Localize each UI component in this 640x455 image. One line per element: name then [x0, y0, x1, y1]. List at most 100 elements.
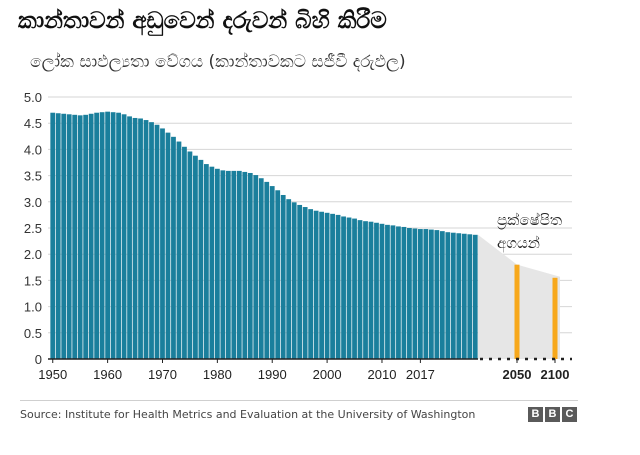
- historical-bar: [456, 233, 462, 359]
- historical-bar: [450, 232, 456, 359]
- x-tick-label: 1950: [38, 367, 67, 382]
- historical-bar: [209, 166, 215, 359]
- historical-bar: [231, 170, 237, 359]
- historical-bar: [439, 231, 445, 359]
- historical-bar: [330, 213, 335, 359]
- historical-bar: [385, 224, 390, 359]
- historical-bar: [275, 190, 281, 359]
- historical-bar: [149, 122, 154, 359]
- y-tick-label: 3.0: [24, 195, 42, 210]
- historical-bar: [171, 136, 176, 359]
- logo-letter: B: [528, 407, 543, 422]
- historical-bar: [88, 113, 94, 359]
- historical-bar: [434, 230, 440, 359]
- historical-bar: [165, 132, 171, 359]
- historical-bar: [396, 226, 401, 359]
- historical-bar: [352, 218, 357, 359]
- y-tick-label: 0.5: [24, 326, 42, 341]
- historical-bar: [412, 228, 418, 359]
- historical-bar: [291, 202, 297, 359]
- x-tick-label: 1960: [93, 367, 122, 382]
- historical-bar: [472, 234, 478, 359]
- historical-bar: [346, 217, 352, 359]
- historical-bar: [264, 181, 270, 359]
- historical-bar: [341, 216, 346, 359]
- x-tick-label: 2010: [368, 367, 397, 382]
- historical-bar: [313, 210, 319, 359]
- historical-bar: [116, 112, 121, 359]
- historical-bar: [428, 229, 434, 359]
- y-tick-label: 2.0: [24, 247, 42, 262]
- bbc-logo: B B C: [528, 407, 577, 422]
- historical-bar: [138, 118, 143, 359]
- y-tick-label: 5.0: [24, 90, 42, 105]
- historical-bar: [401, 226, 407, 359]
- projected-bar-2100: [552, 277, 558, 359]
- x-tick-label: 1970: [148, 367, 177, 382]
- historical-bar: [187, 151, 193, 359]
- fertility-rate-chart: 0 0.5 1.0 1.5 2.0 2.5 3.0 3.5 4.0 4.5 5.0 1950 1960 1…: [24, 90, 572, 382]
- historical-bar: [154, 124, 160, 359]
- x-tick-label: 2100: [541, 367, 570, 382]
- historical-bar: [286, 199, 292, 359]
- historical-bar: [72, 114, 78, 359]
- historical-bar: [143, 120, 149, 359]
- historical-bar: [176, 141, 182, 359]
- historical-bar: [280, 194, 286, 359]
- historical-bar: [94, 112, 100, 359]
- historical-bar: [236, 170, 242, 359]
- historical-bar: [297, 204, 303, 359]
- historical-bar: [461, 233, 467, 359]
- historical-bar: [417, 229, 423, 359]
- y-tick-label: 4.0: [24, 142, 42, 157]
- chart-title: කාන්තාවන් අඩුවෙන් දරුවන් බිහි කිරීම: [18, 8, 387, 34]
- historical-bar: [253, 175, 259, 359]
- historical-bar: [66, 114, 72, 360]
- historical-bar: [258, 178, 264, 359]
- x-tick-label: 2017: [406, 367, 435, 382]
- projection-annotation-line1: ප්‍රක්ෂේපිත: [497, 211, 562, 230]
- historical-bar: [242, 171, 248, 359]
- y-tick-label: 1.0: [24, 300, 42, 315]
- x-tick-label: 2050: [503, 367, 532, 382]
- historical-bars: [50, 111, 478, 360]
- historical-bar: [308, 209, 314, 359]
- historical-bar: [99, 112, 105, 359]
- historical-bar: [368, 221, 374, 359]
- historical-bar: [390, 225, 396, 359]
- x-tick-label: 2000: [313, 367, 342, 382]
- footer-divider: [20, 400, 578, 401]
- projected-bar-2050: [514, 264, 520, 359]
- historical-bar: [61, 113, 67, 359]
- historical-bar: [335, 214, 341, 359]
- historical-bar: [374, 222, 379, 359]
- source-note: Source: Institute for Health Metrics and…: [20, 408, 476, 421]
- y-tick-label: 0: [35, 352, 42, 367]
- historical-bar: [445, 232, 451, 359]
- logo-letter: B: [545, 407, 560, 422]
- historical-bar: [77, 115, 83, 359]
- historical-bar: [302, 207, 308, 359]
- projected-bars: [514, 264, 558, 359]
- historical-bar: [269, 186, 275, 359]
- historical-bar: [110, 112, 116, 359]
- historical-bar: [220, 170, 226, 359]
- historical-bar: [50, 112, 56, 359]
- historical-bar: [83, 114, 89, 359]
- historical-bar: [127, 116, 132, 359]
- axes: 0 0.5 1.0 1.5 2.0 2.5 3.0 3.5 4.0 4.5 5.0 1950 1960 1…: [24, 90, 572, 382]
- x-tick-label: 1980: [203, 367, 232, 382]
- chart-subtitle: ලෝක සාඵල්‍යතා වේගය (කාන්තාවකට සජීවී දරුඵ…: [30, 52, 406, 72]
- x-tick-label: 1990: [258, 367, 287, 382]
- historical-bar: [467, 234, 473, 359]
- y-tick-label: 3.5: [24, 169, 42, 184]
- logo-letter: C: [562, 407, 577, 422]
- historical-bar: [225, 170, 231, 359]
- historical-bar: [55, 113, 61, 359]
- historical-bar: [193, 155, 198, 359]
- y-tick-label: 4.5: [24, 116, 42, 131]
- historical-bar: [121, 114, 127, 360]
- y-tick-label: 1.5: [24, 273, 42, 288]
- historical-bar: [247, 172, 253, 359]
- historical-bar: [319, 211, 325, 359]
